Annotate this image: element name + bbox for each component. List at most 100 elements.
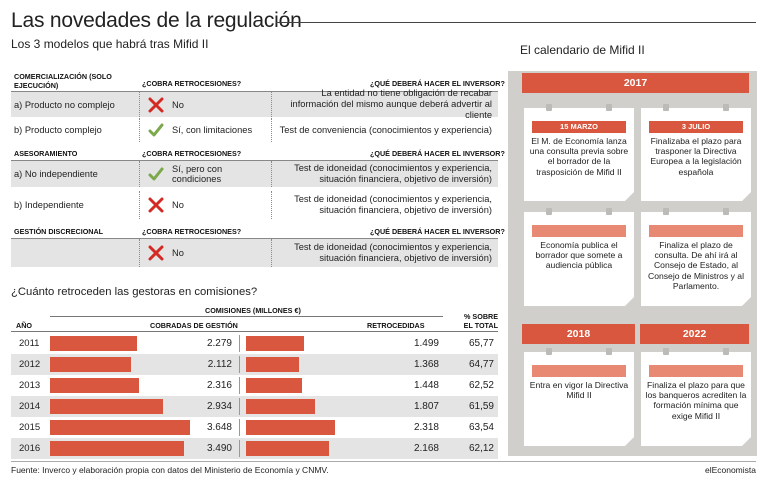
model-name: a) No independiente (14, 169, 98, 179)
chart-row: 2012 2.112 1.368 64,77 (11, 354, 498, 375)
section-heading: COMERCIALIZACIÓN (SOLO EJECUCIÓN) (14, 72, 112, 90)
brand-name: elEconomista (704, 465, 756, 475)
value-pct: 62,12 (468, 443, 494, 454)
calendar-title: El calendario de Mifid II (520, 43, 645, 57)
col-header-year: AÑO (16, 321, 32, 330)
chart-row: 2016 3.490 2.168 62,12 (11, 438, 498, 459)
model-name: b) Independiente (14, 200, 84, 210)
value-retrocedidas: 1.448 (413, 380, 439, 391)
card-date (649, 365, 743, 377)
action-text: Test de idoneidad (conocimientos y exper… (271, 161, 498, 187)
card-text: El M. de Economía lanza una consulta pre… (529, 136, 629, 177)
chart-row: 2015 3.648 2.318 63,54 (11, 417, 498, 438)
section-rule (11, 91, 498, 92)
card-text: Finaliza el plazo para que los banqueros… (645, 380, 747, 421)
value-cobradas: 2.112 (207, 359, 232, 370)
check-icon (148, 167, 164, 181)
col-header-retrocedidas: RETROCEDIDAS (367, 321, 425, 330)
value-cobradas: 3.490 (206, 443, 232, 454)
value-pct: 64,77 (468, 359, 494, 370)
value-cobradas: 3.648 (206, 422, 232, 433)
cross-icon (148, 245, 164, 261)
answer-text: No (172, 99, 184, 110)
calendar-card: Finaliza el plazo para que los banqueros… (641, 348, 751, 446)
card-date (532, 225, 626, 237)
value-pct: 62,52 (468, 380, 494, 391)
value-pct: 61,59 (468, 401, 494, 412)
year-label: 2016 (19, 443, 41, 454)
column-header: ¿COBRA RETROCESIONES? (142, 79, 242, 88)
column-divider (239, 398, 240, 415)
bar-retrocedidas (246, 420, 335, 435)
calendar-card: Entra en vigor la Directiva Mifid II (524, 348, 634, 446)
value-cobradas: 2.279 (206, 338, 232, 349)
chart-group-rule (50, 316, 443, 317)
bar-cobradas (50, 357, 131, 372)
column-divider (239, 335, 240, 352)
chart-header-rule (11, 331, 498, 332)
section-heading: ASESORAMIENTO (14, 149, 78, 158)
bar-cobradas (50, 399, 163, 414)
table-row: b) Producto complejo Sí, con limitacione… (11, 118, 498, 142)
action-text: Test de conveniencia (conocimientos y ex… (271, 118, 498, 142)
bar-retrocedidas (246, 336, 304, 351)
title-rule (276, 22, 756, 23)
table-row: No Test de idoneidad (conocimientos y ex… (11, 239, 498, 267)
calendar-card: 3 JULIO Finalizaba el plazo para traspon… (641, 104, 751, 201)
chart-row: 2011 2.279 1.499 65,77 (11, 333, 498, 354)
column-divider (239, 419, 240, 436)
column-divider (239, 356, 240, 373)
table-row: b) Independiente No Test de idoneidad (c… (11, 191, 498, 219)
chart-title: ¿Cuánto retroceden las gestoras en comis… (11, 286, 258, 298)
bar-retrocedidas (246, 441, 329, 456)
footer-rule (11, 461, 756, 462)
year-label: 2015 (19, 422, 41, 433)
table-row: a) Producto no complejo No La entidad no… (11, 88, 498, 120)
chart-row: 2013 2.316 1.448 62,52 (11, 375, 498, 396)
calendar-card: Finaliza el plazo de consulta. De ahí ir… (641, 208, 751, 306)
page-title: Las novedades de la regulación (11, 9, 302, 32)
card-text: Economía publica el borrador que somete … (535, 240, 623, 271)
value-retrocedidas: 2.168 (413, 443, 439, 454)
action-text: La entidad no tiene obligación de recaba… (271, 88, 498, 120)
value-cobradas: 2.934 (206, 401, 232, 412)
card-text: Finalizaba el plazo para trasponer la Di… (650, 136, 742, 177)
col-header-cobradas: COBRADAS DE GESTIÓN (150, 321, 238, 330)
card-date: 3 JULIO (649, 121, 743, 133)
section-rule (11, 238, 498, 239)
value-cobradas: 2.316 (206, 380, 232, 391)
section-heading: GESTIÓN DISCRECIONAL (14, 227, 104, 236)
year-label: 2012 (19, 359, 41, 370)
year-label: 2013 (19, 380, 41, 391)
answer-text: Sí, con limitaciones (172, 125, 253, 135)
year-2018-band: 2018 (522, 324, 635, 344)
value-retrocedidas: 2.318 (413, 422, 439, 433)
bar-retrocedidas (246, 378, 302, 393)
answer-text: Sí, pero con condiciones (172, 164, 223, 184)
answer-text: No (172, 200, 184, 210)
bar-retrocedidas (246, 357, 299, 372)
card-date (532, 365, 626, 377)
card-date: 15 MARZO (532, 121, 626, 133)
model-name: a) Producto no complejo (14, 99, 115, 110)
year-2017-band: 2017 (522, 73, 749, 93)
column-header: ¿COBRA RETROCESIONES? (142, 227, 242, 236)
year-label: 2014 (19, 401, 41, 412)
value-pct: 63,54 (468, 422, 494, 433)
column-header: ¿COBRA RETROCESIONES? (142, 149, 242, 158)
source-note: Fuente: Inverco y elaboración propia con… (11, 465, 329, 475)
action-text: Test de idoneidad (conocimientos y exper… (271, 191, 498, 219)
column-header: ¿QUÉ DEBERÁ HACER EL INVERSOR? (370, 149, 505, 158)
year-label: 2011 (19, 338, 40, 349)
value-retrocedidas: 1.368 (413, 359, 439, 370)
calendar-panel: 2017 15 MARZO El M. de Economía lanza un… (508, 71, 757, 456)
calendar-card: Economía publica el borrador que somete … (524, 208, 634, 306)
bar-cobradas (50, 336, 137, 351)
column-header: ¿QUÉ DEBERÁ HACER EL INVERSOR? (370, 79, 505, 88)
check-icon (148, 123, 164, 137)
col-header-pct: % SOBRE EL TOTAL (463, 312, 498, 330)
bar-cobradas (50, 420, 190, 435)
year-2022-band: 2022 (640, 324, 749, 344)
model-name: b) Producto complejo (14, 125, 102, 135)
cross-icon (148, 97, 164, 112)
